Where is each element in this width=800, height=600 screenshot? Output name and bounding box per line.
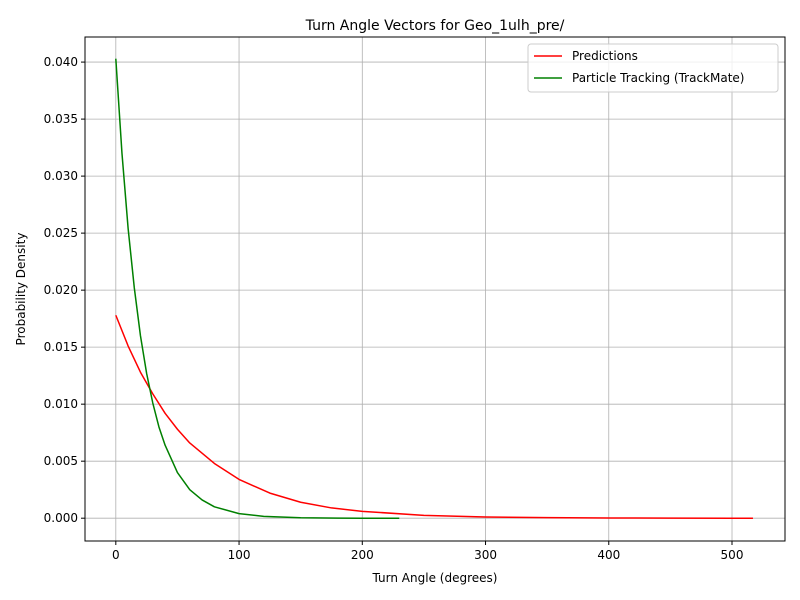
y-tick-label: 0.040 [44,55,78,69]
legend-label-predictions: Predictions [572,49,638,63]
legend: Predictions Particle Tracking (TrackMate… [527,43,779,93]
chart-title: Turn Angle Vectors for Geo_1ulh_pre/ [305,18,565,34]
y-axis: 0.000 0.005 0.010 0.015 0.020 0.025 0.030 0.035… [44,55,85,525]
y-tick-label: 0.010 [44,397,78,411]
series-line-trackmate [115,58,400,519]
y-tick-label: 0.015 [44,340,78,354]
x-tick-label: 500 [721,548,744,562]
series-line-predictions [115,314,753,519]
legend-box [527,43,779,93]
x-tick-label: 100 [228,548,251,562]
y-tick-label: 0.035 [44,112,78,126]
x-tick-label: 0 [112,548,120,562]
x-axis-label: Turn Angle (degrees) [372,571,498,585]
y-tick-label: 0.030 [44,169,78,183]
y-tick-label: 0.020 [44,283,78,297]
x-tick-label: 200 [351,548,374,562]
legend-label-trackmate: Particle Tracking (TrackMate) [572,71,744,85]
series-layer [115,58,753,519]
y-axis-label: Probability Density [14,233,28,346]
x-tick-label: 400 [597,548,620,562]
y-tick-label: 0.005 [44,454,78,468]
y-tick-label: 0.025 [44,226,78,240]
plot-frame [84,36,786,542]
y-tick-label: 0.000 [44,511,78,525]
grid [85,37,785,541]
x-axis: 0 100 200 300 400 500 [112,541,743,562]
x-tick-label: 300 [474,548,497,562]
